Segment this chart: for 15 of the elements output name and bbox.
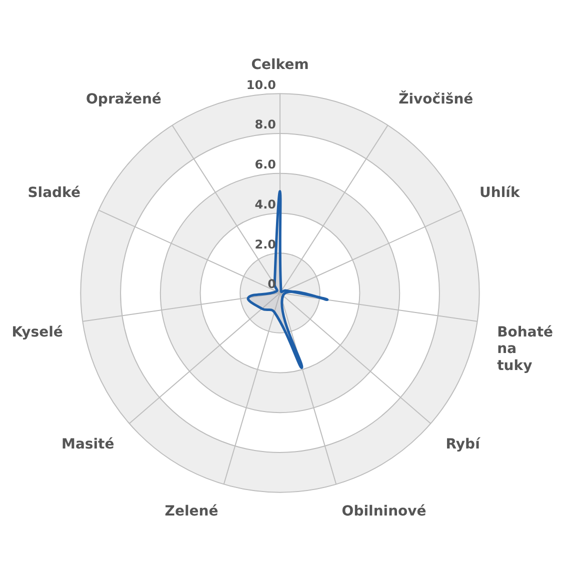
spoke-label: Obilninové <box>342 504 426 520</box>
spoke-label: Opražené <box>86 92 162 108</box>
y-tick-label: 8.0 <box>254 118 276 132</box>
spoke-label: Sladké <box>28 185 80 202</box>
spoke-label: Celkem <box>251 56 309 73</box>
spoke-label: Zelené <box>164 504 218 520</box>
y-tick-label: 10.0 <box>246 78 276 92</box>
y-tick-label: 6.0 <box>254 158 276 172</box>
spoke-label: Bohaté na tuky <box>497 324 553 374</box>
y-tick-label: 4.0 <box>254 197 276 212</box>
spoke-label: Masité <box>62 436 114 453</box>
spoke-label: Uhlík <box>480 185 520 202</box>
spoke-label: Rybí <box>446 436 482 453</box>
spoke-label: Živočišné <box>398 90 474 108</box>
spoke-label: Kyselé <box>12 324 63 340</box>
